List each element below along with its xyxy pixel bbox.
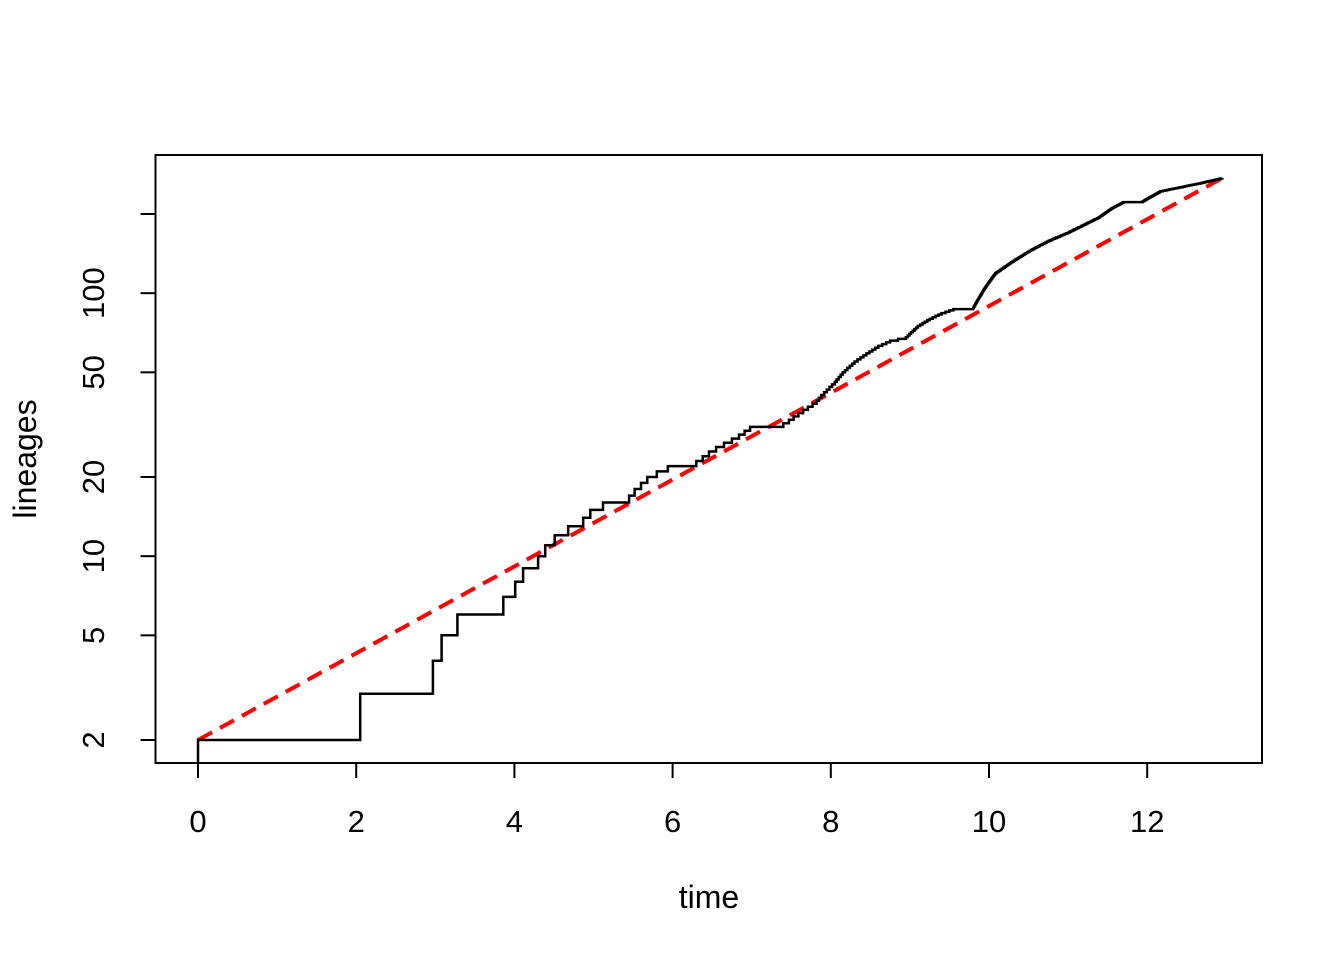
y-tick-label: 10 [76,539,111,573]
ltt-step-curve [196,177,1224,763]
y-tick-label: 20 [76,460,111,494]
x-tick-label: 12 [1130,804,1164,839]
x-tick-label: 10 [972,804,1006,839]
x-axis: 0 2 4 6 8 10 12 [189,763,1164,839]
x-tick-label: 0 [189,804,206,839]
x-tick-label: 4 [506,804,523,839]
plot-box [154,154,1263,764]
y-tick-label: 2 [76,731,111,748]
y-axis-title: lineages [7,399,43,518]
x-tick-label: 6 [664,804,681,839]
y-axis: 2 5 10 20 50 100 [76,213,156,749]
y-tick-label: 5 [76,627,111,644]
x-tick-label: 2 [348,804,365,839]
x-axis-title: time [679,879,739,915]
x-tick-label: 8 [822,804,839,839]
y-tick-label: 50 [76,355,111,389]
y-tick-label: 100 [76,267,111,319]
expected-growth-dashed-line [197,176,1224,742]
